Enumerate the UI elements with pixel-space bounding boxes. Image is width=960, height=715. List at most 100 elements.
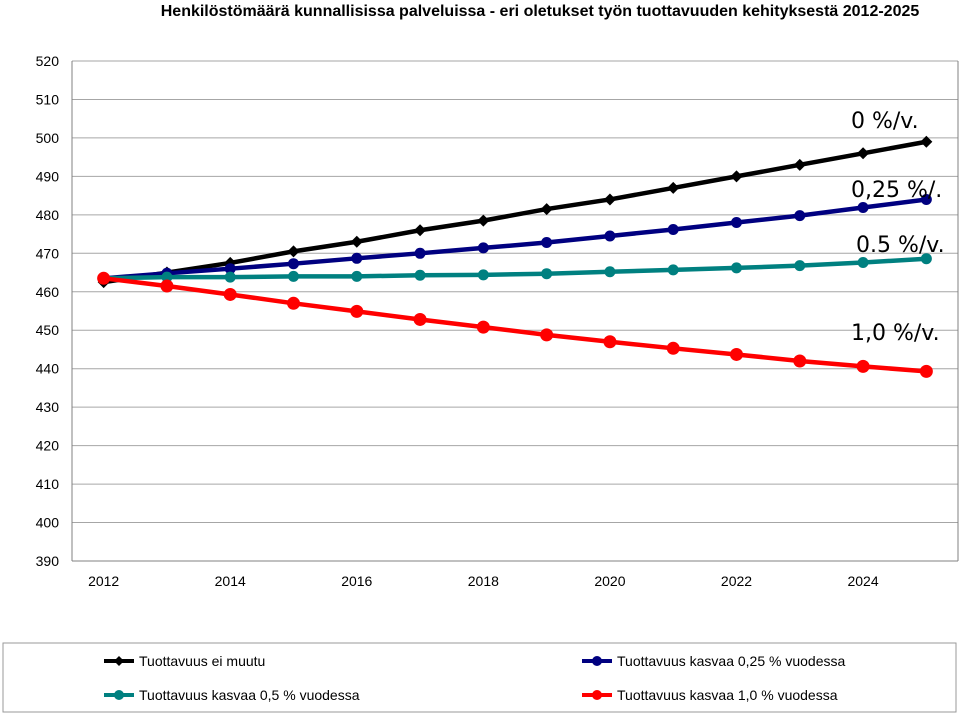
- legend-label-3: Tuottavuus kasvaa 1,0 % vuodessa: [617, 687, 838, 703]
- data-point: [793, 158, 806, 171]
- gridlines: [71, 60, 959, 562]
- data-point: [351, 252, 363, 264]
- data-point: [288, 258, 299, 270]
- data-point: [730, 347, 743, 361]
- y-tick-label: 470: [36, 245, 60, 261]
- legend-item-1: Tuottavuus kasvaa 0,25 % vuodessa: [582, 653, 846, 669]
- data-point: [540, 203, 553, 216]
- x-tick-label: 2022: [721, 573, 752, 589]
- data-point: [667, 264, 679, 276]
- data-point: [730, 170, 743, 183]
- data-point: [161, 271, 173, 283]
- legend-label-1: Tuottavuus kasvaa 0,25 % vuodessa: [617, 653, 846, 669]
- data-point: [477, 269, 489, 281]
- series-line-0: [103, 139, 927, 285]
- y-tick-label: 400: [36, 515, 60, 531]
- data-point: [857, 147, 870, 160]
- data-point: [794, 260, 806, 272]
- x-axis: 2012 2014 2016 2018 2020 2022 2024: [88, 573, 879, 589]
- y-tick-label: 410: [36, 476, 60, 492]
- y-tick-label: 390: [36, 553, 60, 569]
- data-point: [667, 181, 680, 194]
- data-point: [288, 270, 299, 282]
- data-point: [223, 287, 237, 301]
- x-tick-label: 2016: [341, 573, 372, 589]
- legend-box: [2, 642, 957, 713]
- legend-marker-2: [114, 690, 124, 700]
- data-point: [731, 262, 742, 274]
- data-point: [541, 237, 553, 249]
- data-point: [97, 271, 111, 285]
- data-point: [603, 335, 617, 349]
- x-tick-label: 2020: [594, 573, 625, 589]
- data-point: [287, 296, 300, 310]
- x-tick-label: 2024: [847, 573, 878, 589]
- legend-marker-3: [592, 690, 602, 700]
- data-point: [920, 193, 932, 205]
- series-line-3: [103, 276, 927, 374]
- data-point: [160, 279, 174, 293]
- y-tick-label: 430: [36, 399, 60, 415]
- data-point: [920, 253, 932, 265]
- y-tick-label: 440: [36, 361, 60, 377]
- data-point: [414, 224, 427, 237]
- data-point: [604, 266, 616, 278]
- annotation-0: 0 %/v.: [851, 109, 919, 134]
- y-tick-label: 450: [36, 322, 60, 338]
- y-tick-label: 520: [36, 53, 60, 69]
- data-point: [793, 354, 807, 368]
- y-axis: 390 400 410 420 430 440 450 460 470 480 490 500 510 5…: [36, 53, 60, 569]
- data-point: [666, 341, 680, 355]
- y-tick-label: 480: [36, 207, 60, 223]
- data-point: [857, 202, 869, 214]
- y-tick-label: 500: [36, 130, 60, 146]
- legend-label-2: Tuottavuus kasvaa 0,5 % vuodessa: [139, 687, 360, 703]
- legend-item-2: Tuottavuus kasvaa 0,5 % vuodessa: [104, 687, 360, 703]
- data-point: [603, 193, 616, 206]
- legend-item-0: Tuottavuus ei muutu: [104, 653, 265, 669]
- legend-marker-1: [592, 656, 602, 666]
- series-line-2: [103, 256, 927, 281]
- annotation-2: 0.5 %/v.: [856, 233, 945, 258]
- y-tick-label: 490: [36, 168, 60, 184]
- data-point: [477, 242, 489, 254]
- y-tick-label: 420: [36, 438, 60, 454]
- data-point: [540, 328, 554, 342]
- data-point: [351, 270, 363, 282]
- series-lines: [97, 135, 933, 378]
- data-point: [920, 135, 933, 148]
- data-point: [413, 312, 427, 326]
- series-line-1: [103, 197, 927, 281]
- chart-title: Henkilöstömäärä kunnallisissa palveluiss…: [161, 3, 920, 20]
- data-point: [224, 271, 236, 283]
- data-point: [667, 223, 679, 235]
- y-tick-label: 460: [36, 284, 60, 300]
- data-point: [604, 230, 616, 242]
- data-point: [224, 263, 236, 275]
- data-point: [541, 268, 553, 280]
- x-tick-label: 2014: [215, 573, 246, 589]
- series-3: [97, 271, 933, 378]
- data-point: [476, 320, 490, 334]
- x-tick-label: 2018: [468, 573, 499, 589]
- legend-label-0: Tuottavuus ei muutu: [139, 653, 265, 669]
- legend-marker-0: [114, 656, 124, 666]
- data-point: [857, 257, 869, 269]
- annotations: 0 %/v. 0,25 %/. 0.5 %/v. 1,0 %/v.: [851, 109, 945, 346]
- data-point: [794, 210, 806, 222]
- data-point: [414, 247, 426, 259]
- data-point: [731, 217, 742, 229]
- data-point: [287, 245, 300, 258]
- legend-item-3: Tuottavuus kasvaa 1,0 % vuodessa: [582, 687, 838, 703]
- data-point: [477, 214, 490, 227]
- annotation-3: 1,0 %/v.: [851, 321, 940, 346]
- data-point: [856, 359, 870, 373]
- data-point: [919, 364, 933, 378]
- y-tick-label: 510: [36, 91, 60, 107]
- x-tick-label: 2012: [88, 573, 119, 589]
- series-1: [98, 193, 932, 284]
- data-point: [350, 304, 364, 318]
- legend: Tuottavuus ei muutu Tuottavuus kasvaa 0,…: [2, 642, 957, 713]
- data-point: [350, 235, 363, 248]
